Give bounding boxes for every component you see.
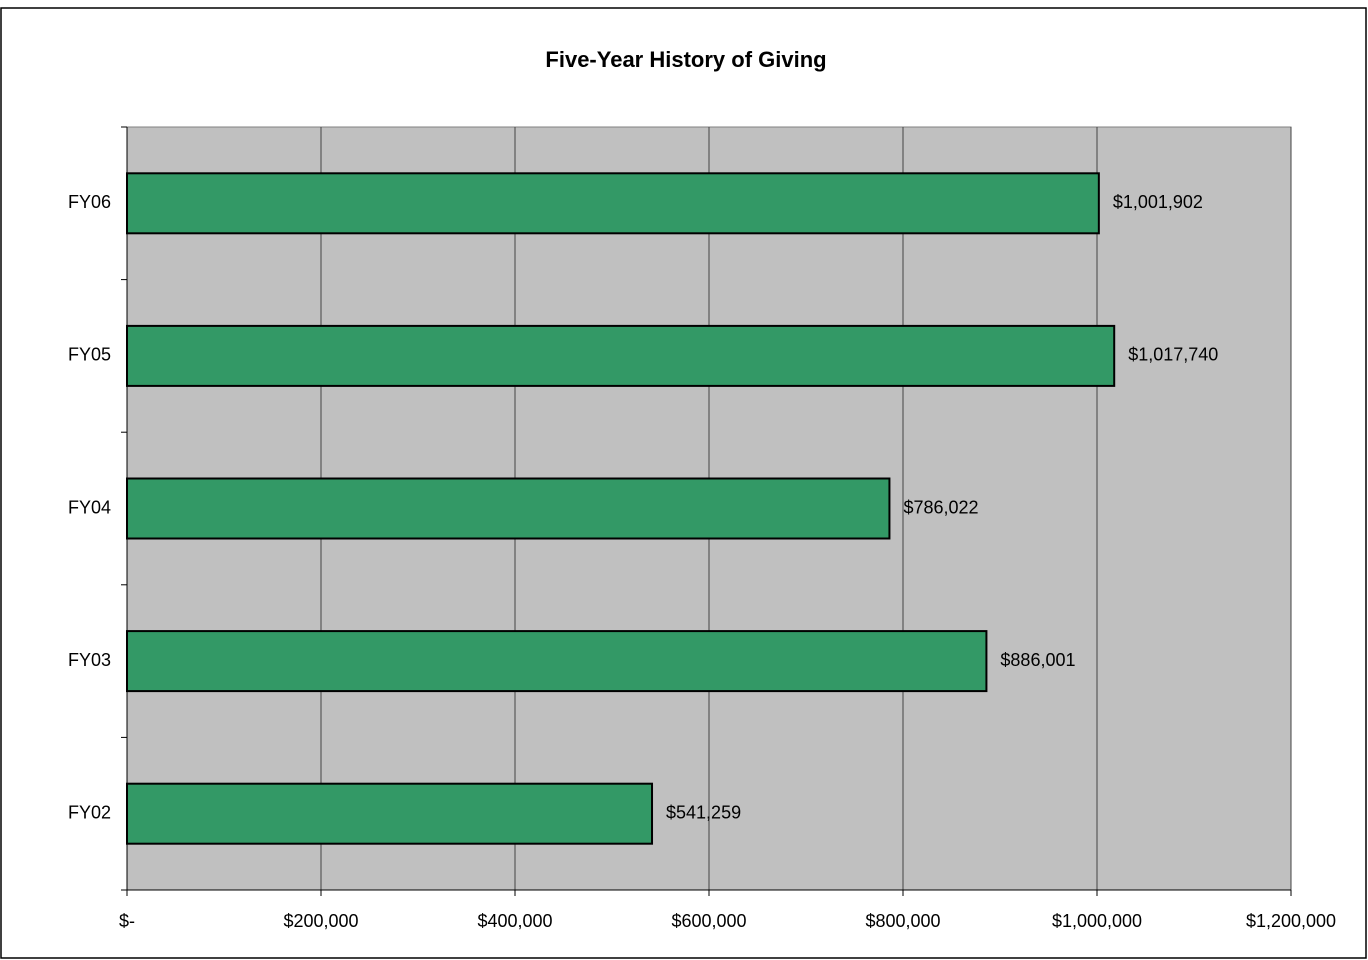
- x-tick-label: $-: [119, 911, 135, 931]
- x-tick-label: $1,200,000: [1246, 911, 1336, 931]
- data-label: $886,001: [1000, 650, 1075, 670]
- bar: [126, 172, 1100, 235]
- data-label: $541,259: [666, 802, 741, 822]
- bar: [126, 630, 988, 693]
- y-tick-label: FY03: [68, 650, 111, 670]
- x-tick-label: $800,000: [865, 911, 940, 931]
- x-tick-label: $200,000: [283, 911, 358, 931]
- data-label: $786,022: [903, 497, 978, 517]
- y-tick-label: FY05: [68, 345, 111, 365]
- y-tick-label: FY06: [68, 192, 111, 212]
- x-tick-label: $600,000: [671, 911, 746, 931]
- bar: [126, 477, 891, 540]
- x-tick-label: $1,000,000: [1052, 911, 1142, 931]
- data-label: $1,017,740: [1128, 345, 1218, 365]
- bar: [126, 324, 1116, 387]
- y-tick-label: FY04: [68, 497, 111, 517]
- y-tick-label: FY02: [68, 802, 111, 822]
- data-label: $1,001,902: [1113, 192, 1203, 212]
- x-tick-label: $400,000: [477, 911, 552, 931]
- chart-title: Five-Year History of Giving: [545, 47, 826, 72]
- bar: [126, 782, 654, 845]
